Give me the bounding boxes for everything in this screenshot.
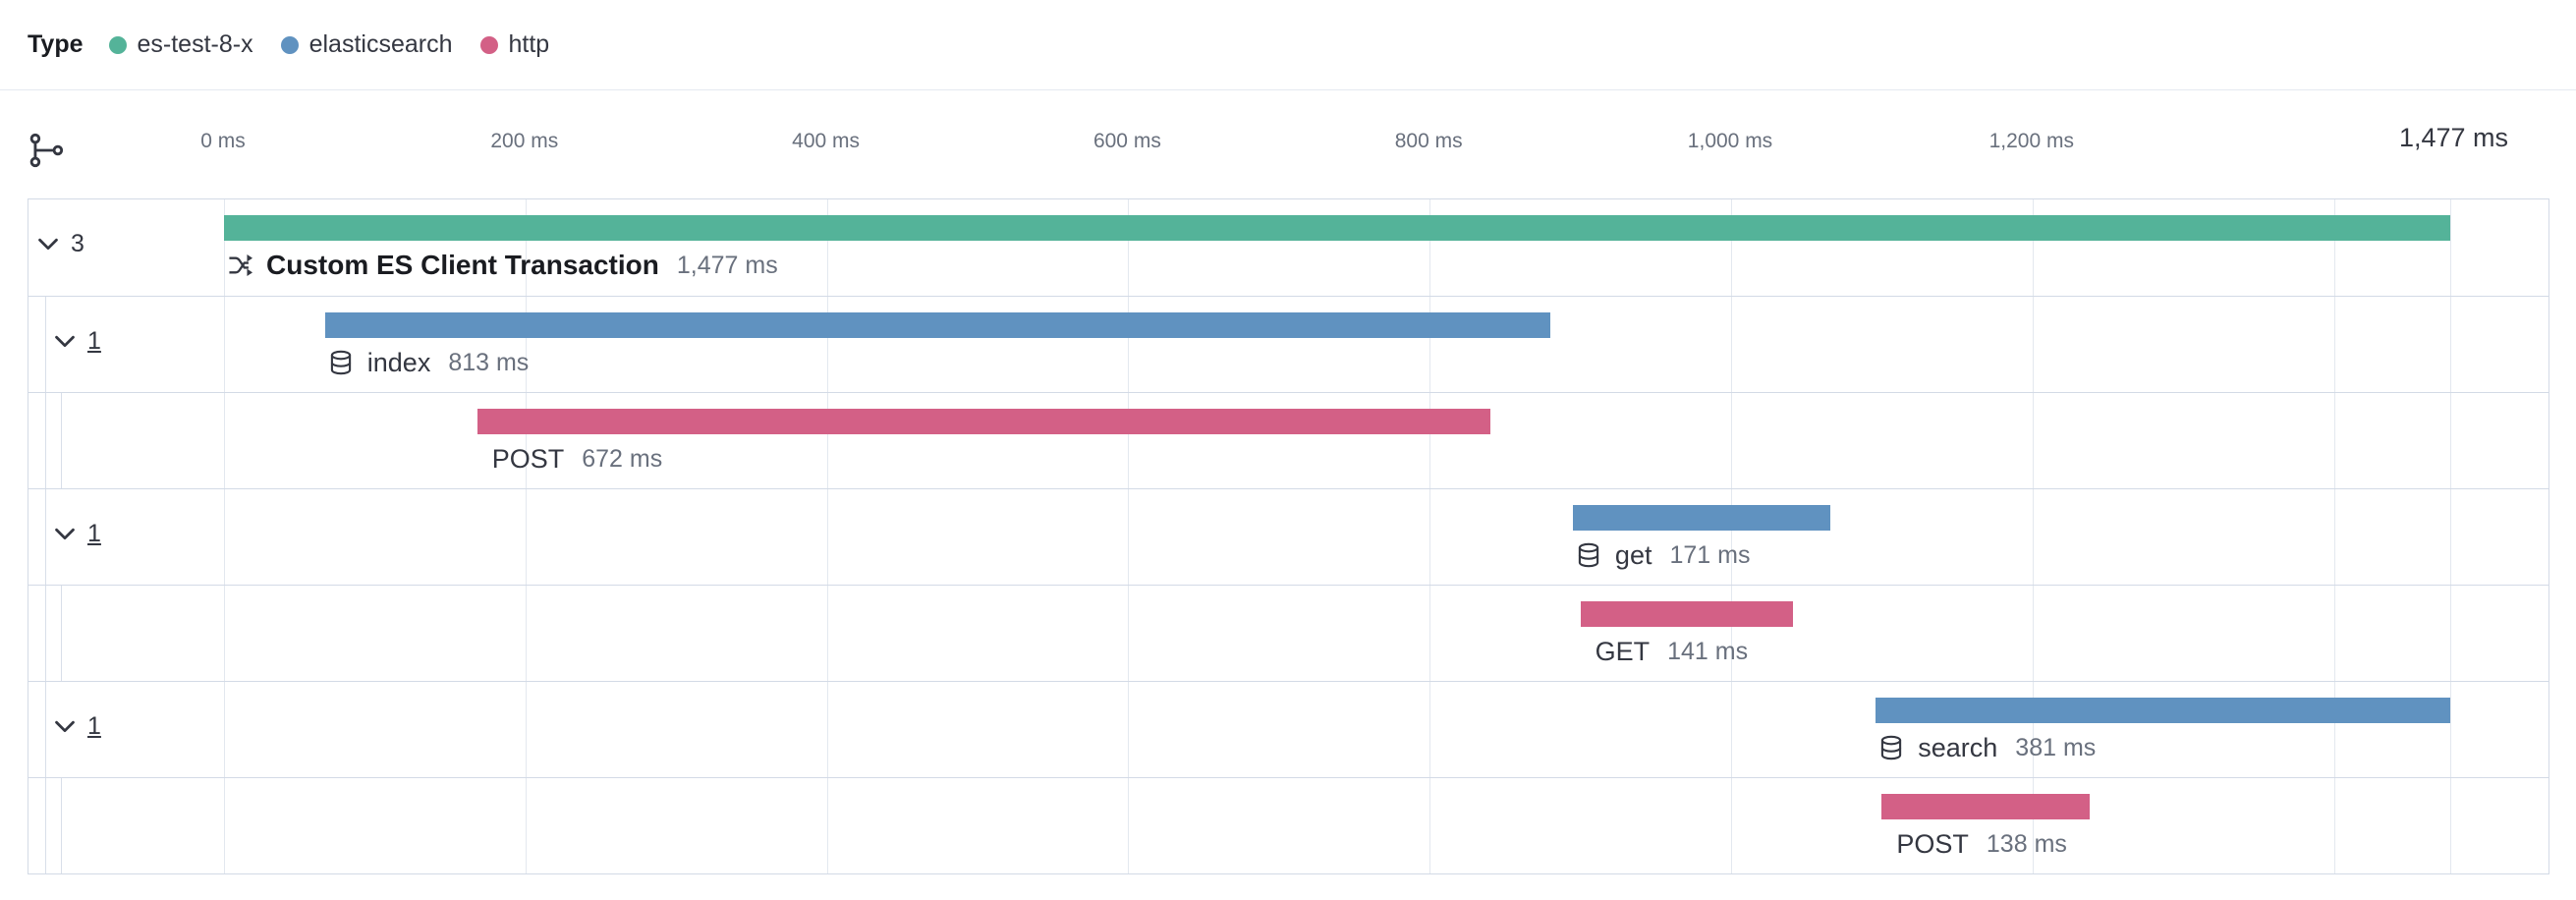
waterfall-row-span-get-http: GET 141 ms <box>28 585 2548 681</box>
item-duration: 141 ms <box>1667 637 1749 665</box>
duration-bar[interactable] <box>1572 505 1831 531</box>
database-icon <box>1878 735 1904 760</box>
item-duration: 381 ms <box>2015 733 2097 761</box>
gridline <box>1128 199 1130 873</box>
duration-bar[interactable] <box>1580 601 1793 627</box>
legend-item: http <box>479 30 550 59</box>
duration-bar[interactable] <box>224 215 2450 241</box>
row-collapse-toggle[interactable]: 1 <box>50 711 101 741</box>
axis-tick: 1,200 ms <box>1988 130 2074 152</box>
item-duration: 672 ms <box>582 444 663 473</box>
item-name: POST <box>491 443 565 474</box>
trace-total-duration: 1,477 ms <box>2398 123 2508 152</box>
item-name: get <box>1614 539 1652 570</box>
trace-branch-icon <box>28 132 65 174</box>
legend-item: es-test-8-x <box>108 30 253 59</box>
item-label[interactable]: POST 138 ms <box>1896 823 2067 865</box>
item-name: search <box>1918 732 1998 762</box>
merge-icon <box>227 253 252 278</box>
chevron-down-icon <box>50 519 80 548</box>
item-duration: 138 ms <box>1986 829 2067 858</box>
item-label[interactable]: search 381 ms <box>1878 727 2096 768</box>
waterfall-row-span-search: 1 search 381 ms <box>28 681 2548 777</box>
legend-item: elasticsearch <box>280 30 453 59</box>
gridline <box>1731 199 1732 873</box>
duration-bar[interactable] <box>1876 698 2450 723</box>
gridline <box>224 199 225 873</box>
item-duration: 813 ms <box>448 348 530 376</box>
row-collapse-toggle[interactable]: 1 <box>50 519 101 548</box>
axis-tick: 800 ms <box>1394 130 1463 152</box>
waterfall-row-span-get: 1 get 171 ms <box>28 488 2548 585</box>
legend: Type es-test-8-x elasticsearch http <box>0 0 2576 90</box>
waterfall-row-span-index: 1 index 813 ms <box>28 296 2548 392</box>
child-count[interactable]: 1 <box>87 519 101 547</box>
database-icon <box>1576 542 1601 568</box>
child-count[interactable]: 1 <box>87 326 101 355</box>
axis-tick: 0 ms <box>200 130 246 152</box>
chevron-down-icon <box>50 326 80 356</box>
item-label[interactable]: POST 672 ms <box>492 438 663 479</box>
legend-item-label: es-test-8-x <box>137 30 253 58</box>
indent-guide <box>61 778 62 873</box>
legend-items: es-test-8-x elasticsearch http <box>108 30 550 59</box>
time-axis: 1,477 ms 0 ms 200 ms 400 ms 600 ms 800 ms 1,0… <box>0 90 2576 198</box>
axis-tick: 600 ms <box>1092 130 1161 152</box>
item-duration: 1,477 ms <box>676 251 778 279</box>
item-label[interactable]: index 813 ms <box>328 342 530 383</box>
waterfall-row-span-post-search: POST 138 ms <box>28 777 2548 873</box>
database-icon <box>328 350 354 375</box>
gridline <box>2449 199 2451 873</box>
item-label[interactable]: GET 141 ms <box>1596 631 1749 672</box>
child-count[interactable]: 1 <box>87 711 101 740</box>
duration-bar[interactable] <box>1881 794 2091 819</box>
item-duration: 171 ms <box>1669 540 1751 569</box>
item-name: GET <box>1595 636 1651 666</box>
item-name: index <box>366 347 431 377</box>
item-name: POST <box>1896 828 1969 859</box>
legend-item-label: elasticsearch <box>308 30 453 58</box>
row-collapse-toggle[interactable]: 1 <box>50 326 101 356</box>
item-label[interactable]: get 171 ms <box>1576 534 1751 576</box>
gridline <box>826 199 828 873</box>
axis-tick: 200 ms <box>490 130 559 152</box>
waterfall-row-span-post-index: POST 672 ms <box>28 392 2548 488</box>
item-label[interactable]: Custom ES Client Transaction 1,477 ms <box>227 245 778 286</box>
chevron-down-icon <box>50 711 80 741</box>
child-count[interactable]: 3 <box>71 229 84 257</box>
item-name: Custom ES Client Transaction <box>266 250 659 280</box>
axis-tick: 1,000 ms <box>1687 130 1773 152</box>
row-collapse-toggle[interactable]: 3 <box>33 229 84 258</box>
duration-bar[interactable] <box>324 312 1550 338</box>
indent-guide <box>61 393 62 488</box>
gridline <box>1429 199 1431 873</box>
waterfall-row-custom-es-client-transaction: 3 Custom ES Client Transaction 1,477 ms <box>28 199 2548 296</box>
axis-tick: 400 ms <box>792 130 861 152</box>
gridline <box>2333 199 2335 873</box>
type-color-dot <box>108 35 127 54</box>
chevron-down-icon <box>33 229 63 258</box>
duration-bar[interactable] <box>476 409 1490 434</box>
type-color-dot <box>280 35 299 54</box>
legend-item-label: http <box>508 30 550 58</box>
type-color-dot <box>479 35 498 54</box>
waterfall: 3 Custom ES Client Transaction 1,477 ms … <box>28 198 2549 874</box>
legend-title: Type <box>28 30 84 58</box>
gridline <box>2032 199 2034 873</box>
indent-guide <box>61 586 62 681</box>
gridline <box>525 199 527 873</box>
